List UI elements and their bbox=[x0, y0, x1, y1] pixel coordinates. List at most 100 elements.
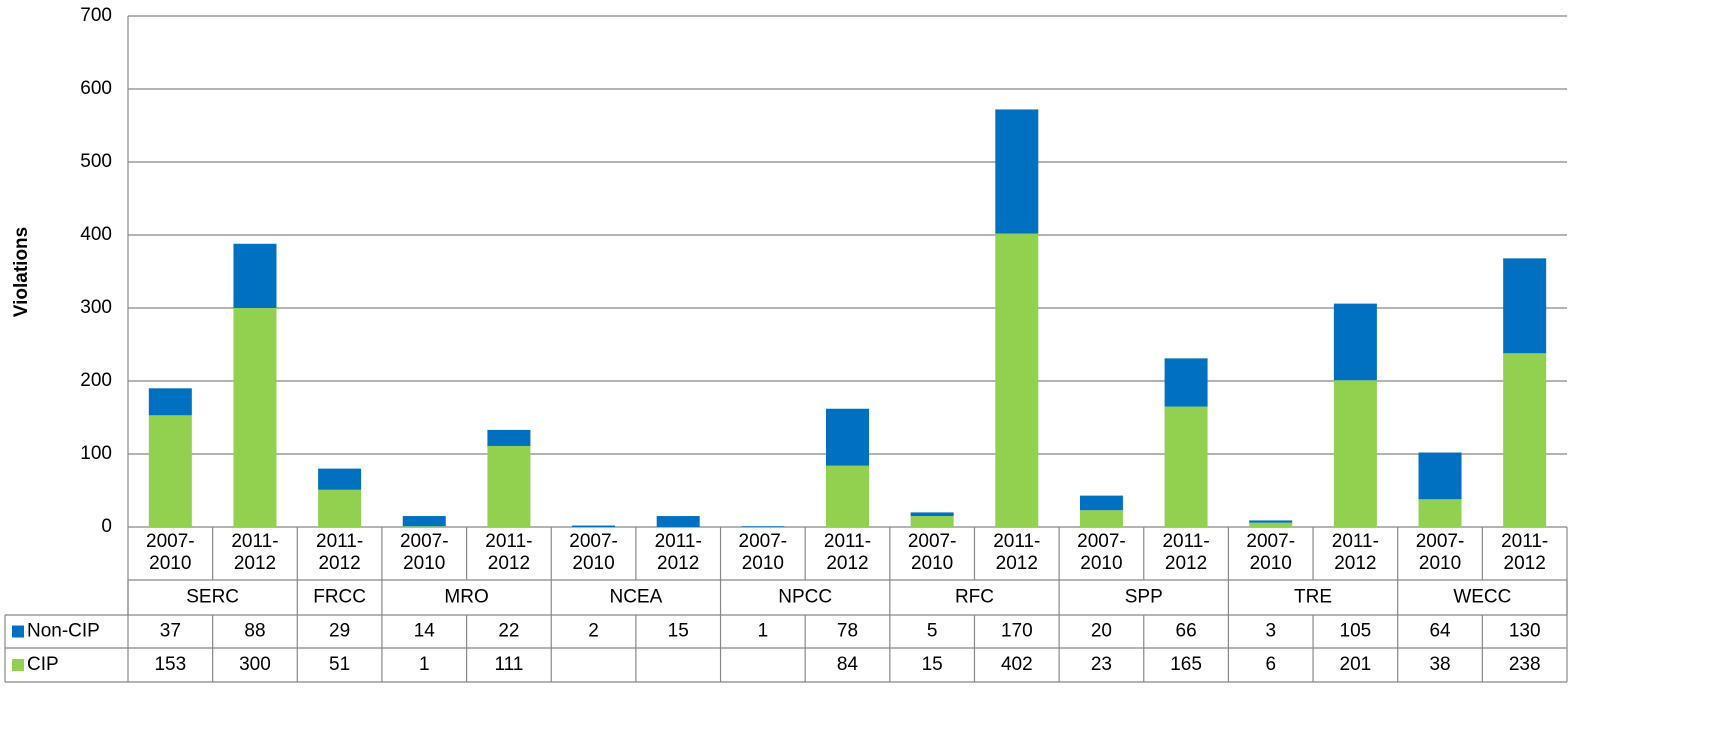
x-tick-label: 2011-2012 bbox=[1331, 531, 1379, 574]
x-tick-label: 2011-2012 bbox=[231, 531, 279, 574]
bar-segment bbox=[1249, 520, 1293, 523]
bar-segment bbox=[1418, 499, 1462, 527]
bar-segment bbox=[402, 526, 446, 527]
bar-segment bbox=[1503, 353, 1547, 527]
table-value: 23 bbox=[1091, 654, 1112, 675]
bar-segment bbox=[995, 109, 1039, 234]
table-value: 66 bbox=[1176, 621, 1197, 642]
table-value: 130 bbox=[1509, 621, 1541, 642]
table-value: 15 bbox=[668, 621, 689, 642]
x-tick-label: 2011-2012 bbox=[823, 531, 872, 574]
group-label: NCEA bbox=[609, 587, 662, 608]
table-value: 15 bbox=[922, 654, 943, 675]
bar-segment bbox=[233, 243, 277, 308]
x-tick-label: 2011-2012 bbox=[485, 531, 533, 574]
table-value: 22 bbox=[498, 621, 519, 642]
bar-segment bbox=[910, 512, 954, 517]
bar-segment bbox=[487, 445, 531, 527]
y-tick-label: 700 bbox=[80, 5, 112, 26]
table-value: 2 bbox=[588, 621, 599, 642]
group-label: RFC bbox=[955, 587, 994, 608]
bar-segment bbox=[1079, 510, 1123, 527]
x-tick-label: 2007-2010 bbox=[1415, 531, 1465, 574]
x-tick-label: 2011-2012 bbox=[1501, 531, 1549, 574]
x-tick-label: 2011-2012 bbox=[654, 531, 702, 574]
bar-segment bbox=[572, 525, 616, 527]
bar-segment bbox=[487, 429, 531, 446]
table-value: 37 bbox=[160, 621, 181, 642]
legend-label: CIP bbox=[27, 654, 59, 675]
table-value: 51 bbox=[329, 654, 350, 675]
x-tick-label: 2007-2010 bbox=[399, 531, 449, 574]
table-value: 105 bbox=[1340, 621, 1372, 642]
bar-segment bbox=[1164, 358, 1208, 407]
group-label: NPCC bbox=[778, 587, 832, 608]
group-label: WECC bbox=[1453, 587, 1511, 608]
x-tick-label: 2007-2010 bbox=[1246, 531, 1296, 574]
table-value: 201 bbox=[1340, 654, 1372, 675]
bar-segment bbox=[1333, 380, 1377, 527]
bar-segment bbox=[1249, 522, 1293, 527]
legend-label: Non-CIP bbox=[27, 621, 100, 642]
table-value: 402 bbox=[1001, 654, 1033, 675]
group-label: SERC bbox=[186, 587, 239, 608]
legend-swatch bbox=[12, 625, 24, 638]
bar-segment bbox=[995, 233, 1039, 528]
group-label: MRO bbox=[444, 587, 488, 608]
x-tick-label: 2007-2010 bbox=[907, 531, 957, 574]
group-label: FRCC bbox=[313, 587, 366, 608]
table-value: 38 bbox=[1429, 654, 1450, 675]
group-label: TRE bbox=[1294, 587, 1332, 608]
table-value: 170 bbox=[1001, 621, 1033, 642]
bar-segment bbox=[402, 516, 446, 527]
table-value: 14 bbox=[414, 621, 436, 642]
bar-segment bbox=[1164, 406, 1208, 527]
y-tick-label: 100 bbox=[80, 443, 112, 464]
group-label: SPP bbox=[1125, 587, 1163, 608]
bar-segment bbox=[656, 516, 700, 527]
bar-segment bbox=[826, 408, 869, 466]
table-value: 88 bbox=[244, 621, 265, 642]
x-tick-label: 2011-2012 bbox=[1162, 531, 1210, 574]
table-value: 1 bbox=[419, 654, 430, 675]
x-tick-label: 2011-2012 bbox=[993, 531, 1041, 574]
bar-segment bbox=[910, 516, 954, 527]
table-value: 64 bbox=[1429, 621, 1451, 642]
bar-segment bbox=[1079, 495, 1123, 511]
table-value: 3 bbox=[1265, 621, 1276, 642]
y-tick-label: 300 bbox=[80, 297, 112, 318]
y-tick-label: 600 bbox=[80, 78, 112, 99]
y-tick-label: 200 bbox=[80, 370, 112, 391]
x-tick-label: 2007-2010 bbox=[1077, 531, 1126, 574]
bar-segment bbox=[1418, 452, 1462, 500]
legend-swatch bbox=[12, 659, 24, 671]
y-tick-label: 0 bbox=[101, 516, 112, 537]
x-tick-label: 2007-2010 bbox=[738, 531, 788, 574]
x-tick-label: 2011-2012 bbox=[316, 531, 364, 574]
bar-segment bbox=[318, 468, 362, 490]
table-value: 1 bbox=[758, 621, 769, 642]
bar-segment bbox=[233, 308, 277, 527]
bar-segment bbox=[148, 388, 192, 416]
table-value: 78 bbox=[837, 621, 858, 642]
table-value: 5 bbox=[927, 621, 938, 642]
x-tick-label: 2007-2010 bbox=[569, 531, 618, 574]
y-tick-label: 500 bbox=[80, 151, 112, 172]
table-value: 29 bbox=[329, 621, 350, 642]
bar-segment bbox=[741, 526, 785, 527]
table-value: 238 bbox=[1509, 654, 1541, 675]
x-tick-label: 2007-2010 bbox=[146, 531, 195, 574]
table-value: 20 bbox=[1091, 621, 1112, 642]
table-value: 165 bbox=[1170, 654, 1202, 675]
table-value: 300 bbox=[239, 654, 271, 675]
table-value: 153 bbox=[154, 654, 186, 675]
y-tick-label: 400 bbox=[80, 224, 112, 245]
bar-segment bbox=[1503, 258, 1547, 354]
bar-segment bbox=[1333, 303, 1377, 381]
table-value: 6 bbox=[1265, 654, 1276, 675]
table-value: 84 bbox=[837, 654, 859, 675]
bar-segment bbox=[318, 489, 362, 527]
y-axis-label: Violations bbox=[11, 227, 32, 317]
